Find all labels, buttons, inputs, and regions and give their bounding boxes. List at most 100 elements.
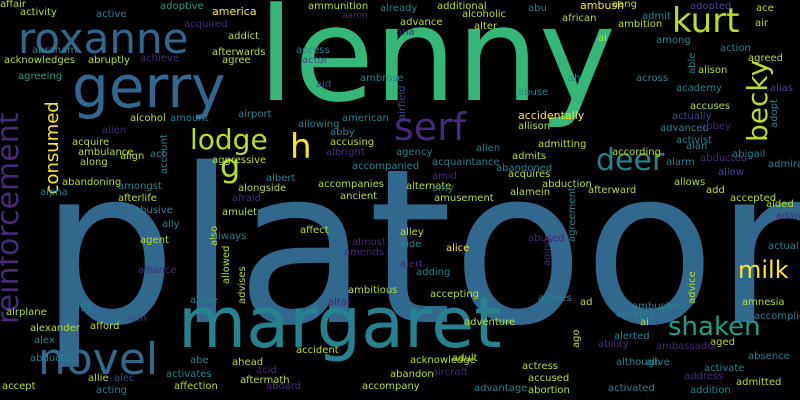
cloud-word: addition — [690, 385, 731, 396]
cloud-word: alongside — [238, 183, 287, 194]
cloud-word: ammunition — [308, 1, 369, 12]
cloud-word: aggressive — [212, 155, 267, 166]
cloud-word: across — [636, 73, 669, 84]
cloud-word: activate — [704, 363, 745, 374]
cloud-word: admit — [642, 11, 671, 22]
cloud-word: accusing — [330, 137, 375, 148]
cloud-word: aide — [400, 239, 422, 250]
cloud-word: abuse — [518, 87, 549, 98]
cloud-word: gerry — [72, 53, 226, 121]
cloud-word: allow — [718, 167, 744, 178]
cloud-word: lodge — [190, 123, 268, 156]
cloud-word: ambrose — [360, 73, 404, 84]
cloud-word: becky — [741, 59, 774, 142]
cloud-word: alternate — [406, 181, 452, 192]
cloud-word: albert — [266, 173, 296, 184]
cloud-word: acquires — [508, 169, 551, 180]
cloud-word: altar — [328, 297, 352, 308]
cloud-word: amusement — [434, 193, 494, 204]
cloud-word: acquire — [72, 137, 110, 148]
cloud-word: activist — [676, 135, 713, 146]
cloud-word: adam — [776, 211, 800, 222]
cloud-word: alice — [446, 243, 470, 254]
cloud-word: abandoned — [496, 163, 553, 174]
cloud-word: alley — [400, 227, 424, 238]
cloud-word: abducts — [30, 353, 70, 364]
cloud-word: aftermath — [240, 375, 290, 386]
cloud-word: accidentally — [518, 109, 585, 122]
cloud-word: adult — [452, 353, 478, 364]
cloud-word: admits — [512, 151, 547, 162]
cloud-word: afford — [90, 321, 120, 332]
cloud-word: activated — [608, 383, 655, 394]
cloud-word: ambushed — [632, 301, 685, 312]
cloud-word: alive — [646, 357, 670, 368]
cloud-word: ai — [640, 317, 649, 328]
cloud-word: aang — [612, 0, 637, 10]
cloud-word: admitting — [538, 139, 587, 150]
cloud-word: allows — [674, 177, 706, 188]
cloud-word: alan — [686, 141, 708, 152]
cloud-word: milk — [738, 256, 789, 284]
cloud-word: adoptive — [160, 1, 204, 12]
cloud-word: h — [290, 127, 312, 167]
cloud-word: ambition — [618, 19, 663, 30]
cloud-word: abduction — [542, 179, 592, 190]
cloud-word: acknowledge — [410, 355, 476, 366]
cloud-word: consumed — [42, 101, 63, 195]
cloud-word: agreed — [748, 53, 784, 64]
cloud-word: american — [342, 113, 389, 124]
cloud-word: age — [74, 301, 93, 312]
cloud-word: accept — [2, 381, 36, 392]
cloud-word: aging — [542, 238, 553, 266]
cloud-word: allowed — [221, 245, 232, 284]
cloud-word: ago — [571, 329, 582, 348]
cloud-word: kurt — [672, 1, 740, 41]
cloud-word: affection — [174, 381, 218, 392]
cloud-word: additional — [437, 1, 487, 12]
cloud-word: alpha — [40, 187, 68, 198]
cloud-word: amulet — [222, 207, 258, 218]
cloud-word: able — [687, 52, 698, 74]
cloud-word: platoon — [40, 122, 800, 373]
cloud-word: absence — [748, 351, 790, 362]
cloud-word: agrees — [538, 293, 572, 304]
cloud-word: adventure — [464, 317, 516, 328]
cloud-word: abusive — [134, 205, 173, 216]
cloud-word: ambush — [580, 0, 625, 12]
cloud-word: amongst — [118, 181, 162, 192]
cloud-word: abe — [190, 355, 209, 366]
cloud-word: ambulance — [78, 147, 134, 158]
cloud-word: albright — [326, 147, 365, 158]
cloud-word: abraham — [32, 45, 77, 56]
cloud-word: ancient — [340, 191, 378, 202]
cloud-word: actress — [522, 361, 559, 372]
cloud-word: align — [120, 151, 145, 162]
cloud-word: along — [80, 157, 108, 168]
cloud-word: advance — [400, 17, 443, 28]
cloud-word: amends — [344, 247, 384, 258]
cloud-word: alamein — [510, 187, 551, 198]
cloud-word: aid — [316, 79, 332, 90]
cloud-word: agreeing — [18, 71, 63, 82]
cloud-word: aaron — [342, 11, 368, 21]
cloud-word: active — [96, 9, 127, 20]
cloud-word: amnesia — [742, 297, 785, 308]
cloud-word: accused — [528, 373, 570, 384]
cloud-word: affect — [300, 225, 329, 236]
cloud-word: alert — [400, 259, 424, 270]
cloud-word: advice — [687, 271, 698, 304]
cloud-word: address — [684, 371, 724, 382]
cloud-word: abruptly — [88, 55, 130, 66]
cloud-word: g — [220, 147, 241, 185]
cloud-word: abby — [330, 127, 355, 138]
cloud-word: add — [706, 185, 725, 196]
cloud-word: ambassador — [656, 341, 718, 352]
cloud-word: afterwards — [212, 47, 266, 58]
cloud-word: accident — [296, 345, 339, 356]
cloud-word: accuses — [690, 101, 731, 112]
cloud-word: academy — [676, 83, 722, 94]
cloud-word: abortion — [528, 385, 570, 396]
